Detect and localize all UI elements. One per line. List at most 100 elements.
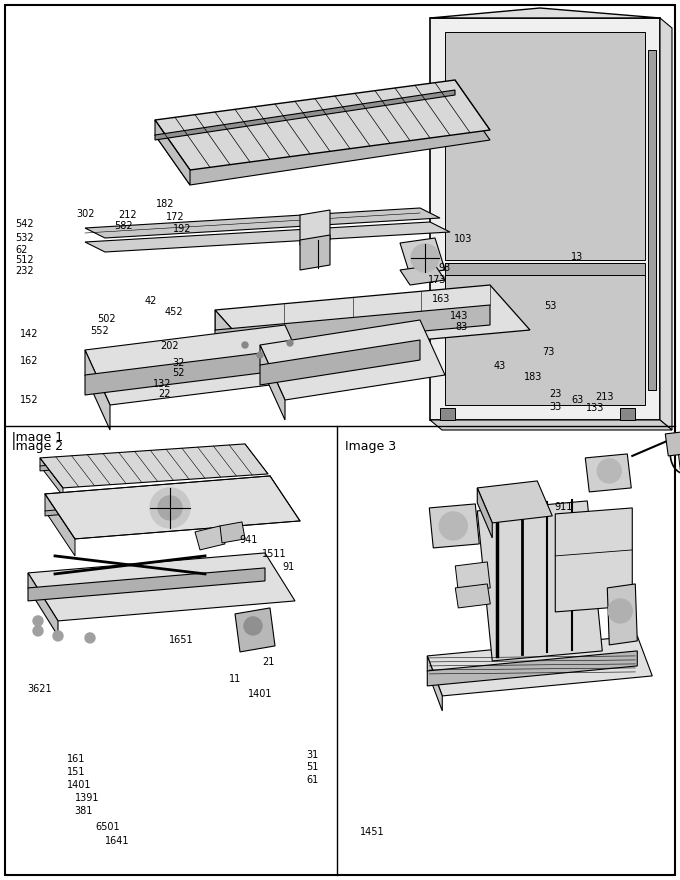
Circle shape [53, 631, 63, 641]
Polygon shape [400, 238, 445, 275]
Text: 33: 33 [549, 401, 562, 412]
Polygon shape [677, 442, 680, 470]
Text: 552: 552 [90, 326, 109, 336]
Text: 132: 132 [153, 378, 171, 389]
Text: 172: 172 [166, 212, 184, 223]
Text: 152: 152 [20, 395, 39, 406]
Polygon shape [429, 504, 479, 548]
Text: 161: 161 [67, 753, 85, 764]
Polygon shape [45, 476, 300, 539]
Polygon shape [430, 420, 672, 430]
Text: 43: 43 [494, 361, 506, 371]
Polygon shape [445, 263, 645, 275]
Circle shape [150, 488, 190, 528]
Text: 31: 31 [306, 750, 318, 760]
Circle shape [257, 352, 263, 358]
Text: 83: 83 [456, 322, 468, 333]
Text: 53: 53 [544, 301, 556, 312]
Polygon shape [45, 491, 270, 516]
Text: Image 3: Image 3 [345, 440, 396, 453]
Polygon shape [556, 508, 632, 612]
Polygon shape [215, 285, 530, 355]
Polygon shape [300, 210, 330, 245]
Text: 23: 23 [549, 389, 562, 400]
Text: 63: 63 [571, 395, 583, 406]
Text: 103: 103 [454, 234, 473, 245]
Text: 22: 22 [158, 389, 170, 400]
Polygon shape [400, 265, 445, 285]
Text: 173: 173 [428, 275, 447, 285]
Polygon shape [40, 458, 63, 496]
Text: 452: 452 [165, 306, 183, 317]
Text: Image 1: Image 1 [12, 431, 63, 444]
Circle shape [597, 458, 622, 483]
Text: 202: 202 [160, 341, 178, 351]
Text: 133: 133 [586, 403, 605, 414]
Polygon shape [477, 488, 492, 538]
Polygon shape [45, 494, 75, 556]
Text: 32: 32 [172, 357, 184, 368]
Polygon shape [585, 454, 631, 492]
Polygon shape [85, 222, 450, 252]
Polygon shape [427, 651, 637, 686]
Text: 143: 143 [450, 311, 469, 321]
Polygon shape [28, 573, 58, 636]
Text: 13: 13 [571, 252, 583, 262]
Text: 1651: 1651 [169, 634, 193, 645]
Text: 1401: 1401 [67, 780, 91, 790]
Text: 73: 73 [543, 347, 555, 357]
Text: 232: 232 [15, 266, 33, 276]
Polygon shape [260, 340, 420, 385]
Polygon shape [155, 80, 490, 170]
Text: 532: 532 [15, 233, 33, 244]
Text: 1451: 1451 [360, 826, 385, 837]
Polygon shape [220, 522, 245, 543]
Text: 1641: 1641 [105, 836, 130, 847]
Polygon shape [477, 501, 602, 661]
Polygon shape [430, 8, 660, 18]
Circle shape [85, 633, 95, 643]
Text: 93: 93 [439, 263, 451, 274]
Polygon shape [155, 120, 190, 185]
Polygon shape [456, 584, 490, 608]
Polygon shape [427, 656, 442, 711]
Polygon shape [215, 305, 490, 350]
Polygon shape [85, 350, 285, 395]
Polygon shape [40, 444, 268, 488]
Polygon shape [300, 235, 330, 270]
Polygon shape [427, 636, 652, 696]
Text: 3621: 3621 [27, 684, 52, 694]
Polygon shape [85, 350, 110, 430]
Text: 1401: 1401 [248, 689, 273, 700]
Polygon shape [85, 208, 440, 238]
Polygon shape [260, 320, 445, 400]
Polygon shape [648, 50, 656, 390]
Text: 512: 512 [15, 255, 33, 266]
Text: 162: 162 [20, 356, 39, 366]
Text: 582: 582 [114, 221, 133, 231]
Text: 6501: 6501 [95, 822, 120, 832]
Text: 142: 142 [20, 329, 39, 340]
Polygon shape [430, 18, 660, 420]
Polygon shape [477, 480, 552, 523]
Polygon shape [155, 90, 490, 185]
Text: 212: 212 [118, 209, 137, 220]
Text: 151: 151 [67, 766, 85, 777]
Text: 62: 62 [15, 245, 27, 255]
Text: 941: 941 [239, 535, 258, 546]
Polygon shape [660, 18, 672, 430]
Polygon shape [28, 553, 295, 621]
Polygon shape [440, 408, 455, 420]
Text: 42: 42 [145, 296, 157, 306]
Text: 21: 21 [262, 656, 274, 667]
Text: 61: 61 [306, 774, 318, 785]
Text: 182: 182 [156, 199, 175, 209]
Text: 163: 163 [432, 294, 450, 304]
Text: 1391: 1391 [75, 793, 99, 803]
Text: 302: 302 [76, 209, 95, 219]
Circle shape [609, 599, 632, 623]
Text: 183: 183 [524, 371, 542, 382]
Text: 91: 91 [282, 561, 294, 572]
Circle shape [439, 512, 467, 540]
Polygon shape [85, 325, 310, 405]
